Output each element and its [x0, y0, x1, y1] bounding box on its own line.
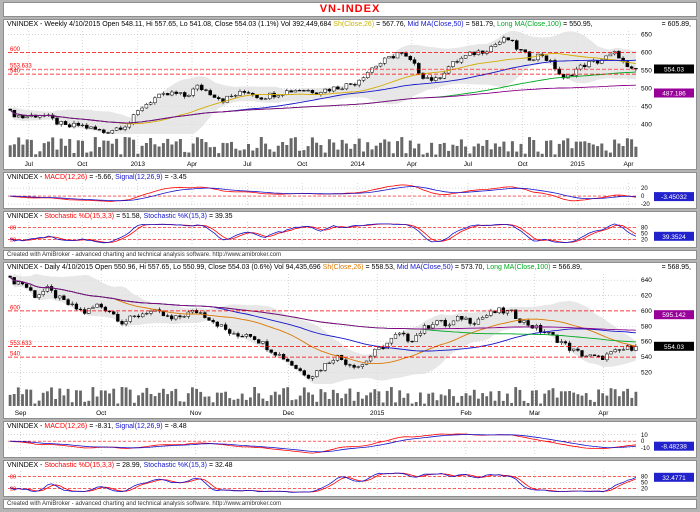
- svg-text:10: 10: [641, 433, 648, 439]
- daily-chart-group: VNINDEX - Daily 4/10/2015 Open 550.96, H…: [3, 262, 697, 509]
- svg-text:487.186: 487.186: [662, 91, 686, 98]
- svg-text:20: 20: [641, 486, 648, 492]
- weekly-macd-chart[interactable]: 20 0 -20 -3.45032: [4, 182, 696, 208]
- svg-text:600: 600: [10, 305, 21, 311]
- svg-text:500: 500: [641, 85, 652, 92]
- svg-text:450: 450: [641, 103, 652, 110]
- svg-text:32.4771: 32.4771: [662, 475, 686, 482]
- svg-text:553.633: 553.633: [10, 341, 32, 347]
- svg-text:554.03: 554.03: [664, 344, 684, 351]
- svg-text:540: 540: [10, 352, 21, 358]
- svg-text:Mar: Mar: [529, 410, 541, 417]
- svg-text:554.03: 554.03: [664, 67, 684, 74]
- svg-text:Oct: Oct: [518, 161, 528, 168]
- svg-text:Apr: Apr: [598, 410, 609, 417]
- svg-text:550: 550: [641, 68, 652, 75]
- amibroker-credit: Created with AmiBroker - advanced charti…: [3, 499, 697, 509]
- svg-text:640: 640: [641, 277, 652, 284]
- svg-text:80: 80: [10, 475, 16, 481]
- svg-text:553.633: 553.633: [10, 64, 32, 70]
- svg-text:Feb: Feb: [460, 410, 472, 417]
- svg-text:520: 520: [641, 370, 652, 377]
- weekly-chart-group: VNINDEX - Weekly 4/10/2015 Open 548.11, …: [3, 19, 697, 260]
- svg-text:580: 580: [641, 323, 652, 330]
- svg-text:-10: -10: [641, 446, 650, 452]
- svg-text:Jul: Jul: [243, 161, 252, 168]
- svg-text:2013: 2013: [131, 161, 146, 168]
- svg-text:2015: 2015: [370, 410, 385, 417]
- svg-text:-8.48238: -8.48238: [661, 444, 687, 451]
- daily-price-header: VNINDEX - Daily 4/10/2015 Open 550.96, H…: [4, 263, 696, 272]
- svg-text:Jul: Jul: [464, 161, 473, 168]
- svg-text:600: 600: [641, 308, 652, 315]
- weekly-price-panel: VNINDEX - Weekly 4/10/2015 Open 548.11, …: [3, 19, 697, 170]
- svg-text:80: 80: [641, 475, 648, 481]
- daily-stoch-panel: VNINDEX - Stochastic %D(15,3,3) = 28.99,…: [3, 460, 697, 497]
- svg-text:2014: 2014: [350, 161, 365, 168]
- svg-text:Jul: Jul: [25, 161, 34, 168]
- svg-text:0: 0: [641, 194, 645, 200]
- daily-macd-header: VNINDEX - MACD(12,26) = -8.31, Signal(12…: [4, 422, 696, 431]
- page-title: VN-INDEX: [3, 2, 697, 17]
- svg-text:595.142: 595.142: [662, 312, 686, 319]
- weekly-stoch-panel: VNINDEX - Stochastic %D(15,3,3) = 51.58,…: [3, 211, 697, 248]
- daily-price-panel: VNINDEX - Daily 4/10/2015 Open 550.96, H…: [3, 262, 697, 419]
- svg-text:600: 600: [641, 50, 652, 57]
- svg-text:620: 620: [641, 293, 652, 300]
- amibroker-credit: Created with AmiBroker - advanced charti…: [3, 250, 697, 260]
- daily-price-chart[interactable]: Sep Oct Nov Dec 2015 Feb Mar Apr 640 620 600 580 560…: [4, 272, 696, 418]
- weekly-macd-header: VNINDEX - MACD(12,26) = -5.66, Signal(12…: [4, 173, 696, 182]
- svg-text:Apr: Apr: [187, 161, 198, 168]
- svg-text:Nov: Nov: [190, 410, 202, 417]
- svg-text:560: 560: [641, 339, 652, 346]
- weekly-price-chart[interactable]: Jul Oct 2013 Apr Jul Oct 2014 Apr Jul Oct 2015 Apr 6…: [4, 29, 696, 169]
- weekly-stoch-header: VNINDEX - Stochastic %D(15,3,3) = 51.58,…: [4, 212, 696, 221]
- daily-macd-panel: VNINDEX - MACD(12,26) = -8.31, Signal(12…: [3, 421, 697, 458]
- daily-macd-chart[interactable]: 100-10 -8.48238: [4, 431, 696, 457]
- weekly-macd-panel: VNINDEX - MACD(12,26) = -5.66, Signal(12…: [3, 172, 697, 209]
- svg-text:50: 50: [641, 232, 648, 238]
- svg-text:80: 80: [10, 226, 16, 232]
- svg-text:650: 650: [641, 32, 652, 39]
- svg-text:39.3524: 39.3524: [662, 234, 686, 241]
- svg-text:Dec: Dec: [283, 410, 295, 417]
- svg-text:Apr: Apr: [407, 161, 418, 168]
- svg-text:Sep: Sep: [15, 410, 27, 417]
- svg-text:600: 600: [10, 47, 21, 53]
- svg-text:Oct: Oct: [77, 161, 87, 168]
- svg-text:-3.45032: -3.45032: [661, 194, 687, 201]
- weekly-price-header: VNINDEX - Weekly 4/10/2015 Open 548.11, …: [4, 20, 696, 29]
- svg-text:50: 50: [641, 481, 648, 487]
- svg-text:20: 20: [641, 237, 648, 243]
- svg-text:0: 0: [641, 439, 645, 445]
- svg-text:Oct: Oct: [96, 410, 106, 417]
- svg-text:20: 20: [641, 186, 648, 192]
- daily-stoch-header: VNINDEX - Stochastic %D(15,3,3) = 28.99,…: [4, 461, 696, 470]
- svg-text:-20: -20: [641, 202, 650, 208]
- svg-text:Apr: Apr: [623, 161, 634, 168]
- svg-text:540: 540: [641, 354, 652, 361]
- svg-text:540: 540: [10, 69, 21, 75]
- svg-text:2015: 2015: [570, 161, 585, 168]
- svg-text:Oct: Oct: [297, 161, 307, 168]
- svg-text:80: 80: [641, 226, 648, 232]
- svg-text:400: 400: [641, 121, 652, 128]
